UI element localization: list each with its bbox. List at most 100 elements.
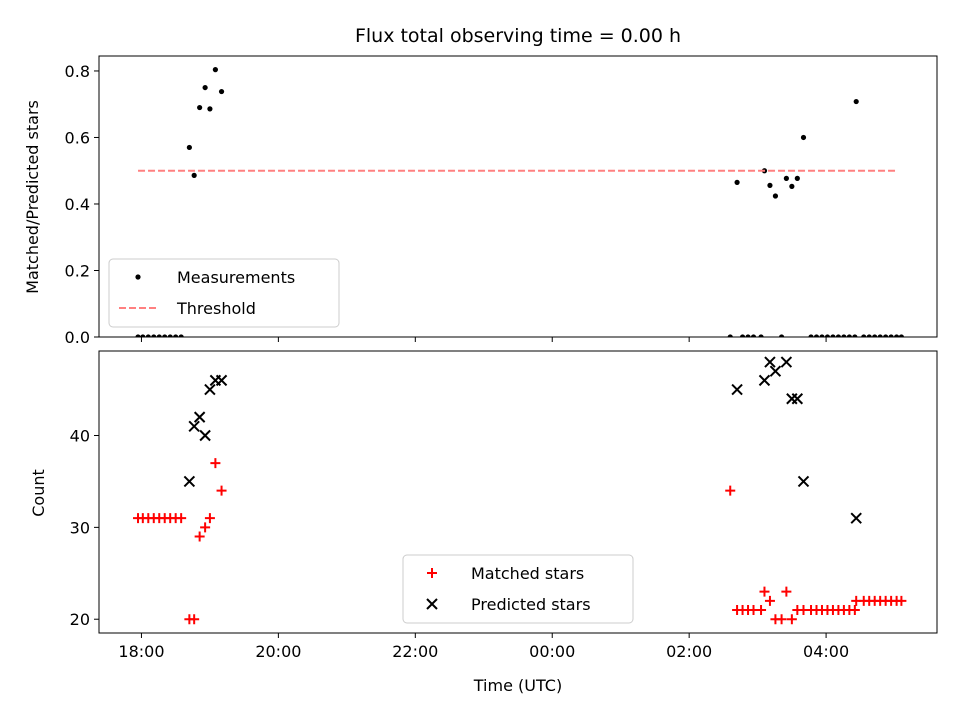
y-tick-label: 0.8 — [65, 62, 90, 81]
panel-frame — [98, 55, 938, 338]
measurement-point — [739, 334, 746, 337]
measurement-point — [758, 334, 764, 337]
bottom-y-axis-label: Count — [29, 469, 48, 517]
predicted-star-point — [183, 475, 196, 488]
matched-star-point — [200, 522, 211, 533]
predicted-star-point — [850, 512, 862, 524]
measurement-point — [202, 84, 208, 91]
measurement-point — [212, 67, 218, 73]
measurement-point — [772, 193, 779, 199]
x-tick-label: 18:00 — [118, 642, 164, 661]
legend-label: Predicted stars — [471, 595, 591, 614]
y-tick-label: 0.6 — [65, 128, 90, 147]
x-axis-label: Time (UTC) — [473, 676, 562, 695]
matched-star-point — [764, 595, 775, 606]
measurement-point — [866, 334, 872, 337]
matched-star-point — [786, 614, 797, 625]
measurement-point — [140, 334, 146, 337]
measurement-point — [819, 334, 825, 337]
measurement-point — [894, 334, 900, 337]
predicted-star-point — [199, 429, 211, 442]
predicted-star-point — [764, 356, 776, 368]
predicted-star-point — [769, 365, 782, 377]
measurement-point — [813, 334, 820, 337]
measurement-point — [898, 334, 904, 337]
y-tick-label: 0.0 — [65, 328, 90, 347]
measurement-point — [872, 334, 878, 337]
measurement-point — [135, 334, 141, 337]
measurement-point — [794, 175, 800, 181]
measurement-point — [745, 334, 751, 337]
measurement-point — [877, 334, 883, 337]
measurement-point — [156, 334, 162, 337]
measurement-point — [852, 334, 858, 337]
x-tick-label: 02:00 — [666, 642, 712, 661]
legend-marker — [427, 568, 437, 578]
predicted-star-point — [193, 411, 206, 423]
top-panel: 0.0 0.2 0.4 0.6 0.8 Measurements Threshold — [65, 55, 938, 347]
measurement-point — [830, 334, 836, 337]
plot-marks — [135, 67, 904, 337]
panel-frame — [98, 350, 938, 634]
legend-label: Matched stars — [471, 564, 584, 583]
predicted-star-point — [204, 383, 216, 396]
matched-star-point — [176, 513, 187, 524]
predicted-star-point — [780, 356, 793, 368]
measurement-point — [861, 334, 867, 337]
y-tick-label: 20 — [70, 610, 90, 629]
measurement-point — [778, 334, 785, 337]
measurement-point — [846, 334, 852, 337]
matched-star-point — [896, 595, 907, 606]
matched-star-point — [189, 614, 200, 625]
matched-star-point — [849, 605, 860, 616]
x-tick-label: 04:00 — [803, 642, 849, 661]
matched-star-point — [756, 605, 767, 616]
predicted-star-point — [791, 393, 804, 405]
measurement-point — [162, 334, 168, 337]
measurement-point — [800, 134, 807, 141]
chart-title: Flux total observing time = 0.00 h — [355, 25, 681, 47]
measurement-point — [835, 334, 842, 337]
y-tick-label: 40 — [70, 427, 90, 446]
measurement-point — [883, 334, 889, 337]
measurement-point — [767, 182, 773, 188]
matched-star-point — [776, 614, 787, 625]
measurement-point — [727, 334, 733, 337]
measurement-point — [789, 183, 795, 189]
measurement-point — [178, 334, 184, 337]
predicted-star-point — [215, 374, 228, 387]
measurement-point — [824, 334, 831, 337]
y-tick-label: 0.4 — [65, 195, 90, 214]
legend-marker — [426, 598, 438, 610]
measurement-point — [145, 334, 151, 337]
x-tick-label: 20:00 — [255, 642, 301, 661]
measurement-point — [853, 98, 859, 105]
y-tick-label: 30 — [70, 518, 90, 537]
plot-marks — [133, 356, 907, 625]
measurement-point — [173, 334, 179, 337]
legend-box — [402, 554, 634, 624]
matched-star-point — [194, 531, 205, 542]
top-y-axis-label: Matched/Predicted stars — [23, 100, 42, 294]
measurement-point — [750, 334, 757, 337]
measurement-point — [218, 88, 225, 95]
matched-star-point — [759, 586, 770, 597]
measurement-point — [207, 106, 213, 112]
predicted-star-point — [731, 383, 743, 396]
legend-label: Measurements — [177, 268, 295, 287]
predicted-star-point — [188, 420, 200, 433]
legend-box — [108, 258, 340, 328]
predicted-star-point — [758, 374, 771, 387]
x-tick-label: 00:00 — [529, 642, 575, 661]
measurement-point — [167, 334, 173, 337]
matched-star-point — [781, 586, 792, 597]
bottom-panel: 18:00 20:00 22:00 00:00 02:00 04:00 20 30 40 Matc… — [70, 350, 938, 661]
measurement-point — [888, 334, 894, 337]
x-tick-label: 22:00 — [392, 642, 438, 661]
measurement-point — [841, 334, 847, 337]
measurement-point — [734, 179, 740, 185]
measurement-point — [808, 334, 814, 337]
matched-star-point — [210, 458, 221, 469]
y-tick-label: 0.2 — [65, 261, 90, 280]
